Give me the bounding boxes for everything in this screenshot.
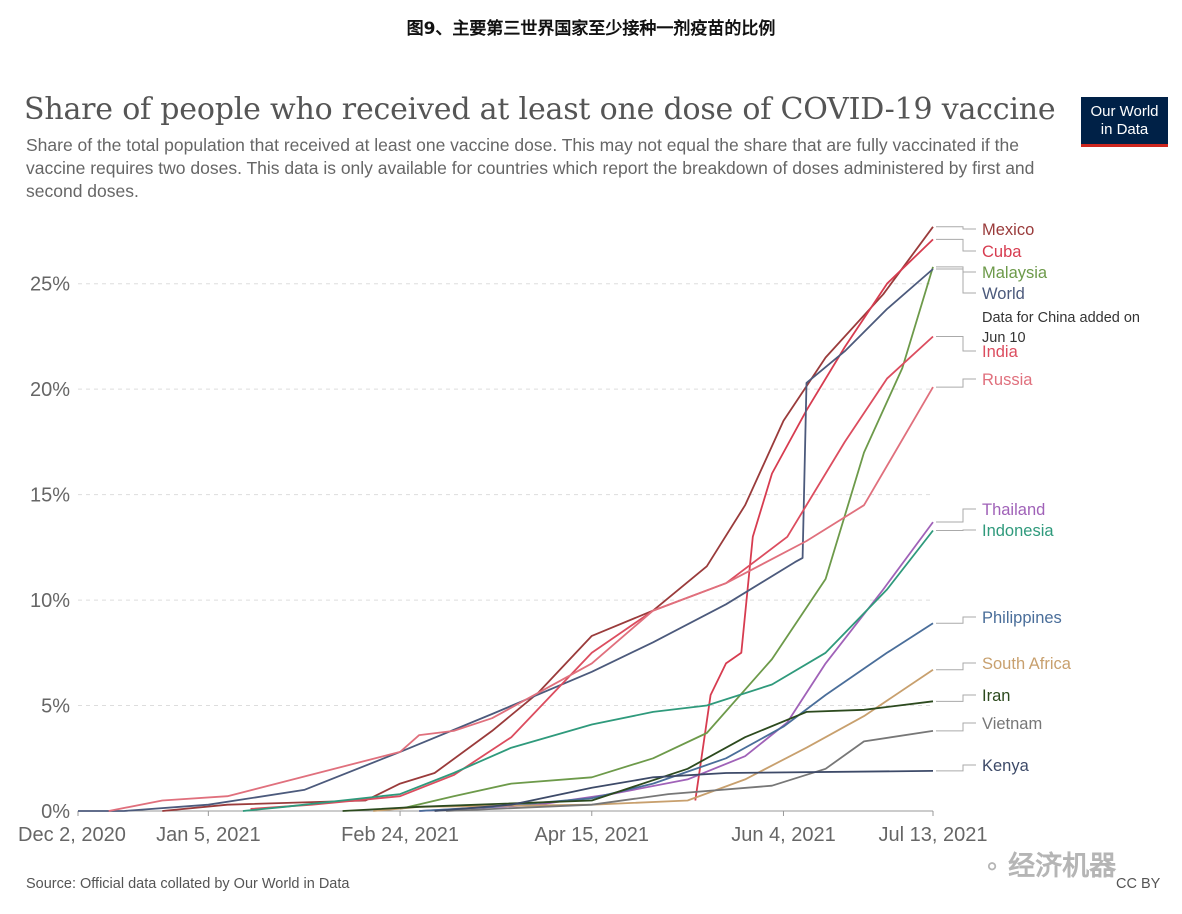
watermark-text: 经济机器	[1008, 851, 1117, 882]
series-label-vietnam: Vietnam	[982, 715, 1042, 733]
x-tick-label: Jul 13, 2021	[879, 824, 988, 846]
x-tick-label: Jun 4, 2021	[731, 824, 836, 846]
logo-line-2: in Data	[1100, 121, 1149, 138]
x-tick-label: Dec 2, 2020	[18, 824, 126, 846]
leader-line	[936, 764, 976, 772]
leader-line	[936, 378, 976, 388]
annotation-text: Jun 10	[982, 330, 1026, 346]
series-label-kenya: Kenya	[982, 757, 1030, 775]
x-tick-label: Jan 5, 2021	[156, 824, 261, 846]
series-line-russia	[108, 386, 934, 812]
series-line-mexico	[162, 226, 934, 812]
owid-logo[interactable]: Our World in Data	[1081, 97, 1168, 147]
series-label-mexico: Mexico	[982, 221, 1034, 239]
chart-title: Share of people who received at least on…	[24, 92, 1056, 127]
y-tick-label: 5%	[41, 696, 70, 718]
watermark: ⚬ 经济机器	[982, 844, 1116, 883]
series-label-malaysia: Malaysia	[982, 264, 1048, 282]
y-tick-label: 25%	[30, 274, 70, 296]
license-link[interactable]: CC BY	[1116, 876, 1161, 892]
series-line-india	[250, 335, 934, 810]
figure-caption: 图9、主要第三世界国家至少接种一剂疫苗的比例	[406, 19, 776, 39]
leader-line	[936, 268, 976, 294]
wechat-icon: ⚬	[982, 853, 1003, 881]
series-label-indonesia: Indonesia	[982, 522, 1054, 540]
series-label-south-africa: South Africa	[982, 655, 1072, 673]
leader-line	[936, 238, 976, 252]
x-tick-label: Apr 15, 2021	[535, 824, 650, 846]
leader-line	[936, 335, 976, 352]
leader-line	[936, 508, 976, 523]
series-line-malaysia	[399, 266, 934, 810]
y-tick-label: 10%	[30, 590, 70, 612]
series-label-world: World	[982, 285, 1025, 303]
leader-line	[936, 694, 976, 702]
annotation-text: Data for China added on	[982, 310, 1140, 326]
series-line-cuba	[694, 238, 934, 801]
series-line-iran	[342, 700, 934, 812]
series-label-russia: Russia	[982, 371, 1033, 389]
series-label-cuba: Cuba	[982, 243, 1022, 261]
series-line-world	[78, 268, 934, 812]
series-label-thailand: Thailand	[982, 501, 1045, 519]
series-line-philippines	[419, 622, 934, 812]
y-tick-label: 0%	[41, 801, 70, 823]
chart-subtitle: Share of the total population that recei…	[26, 135, 1035, 201]
logo-line-1: Our World	[1090, 103, 1159, 120]
series-line-south-africa	[373, 668, 934, 812]
series-line-vietnam	[446, 730, 934, 812]
leader-line	[936, 616, 976, 624]
series-label-iran: Iran	[982, 687, 1010, 705]
leader-line	[936, 226, 976, 230]
leader-line	[936, 722, 976, 732]
series-label-philippines: Philippines	[982, 609, 1062, 627]
series-line-indonesia	[242, 529, 934, 812]
x-tick-label: Feb 24, 2021	[341, 824, 459, 846]
series-line-kenya	[434, 770, 934, 812]
y-tick-label: 20%	[30, 379, 70, 401]
y-tick-label: 15%	[30, 485, 70, 507]
series-label-india: India	[982, 343, 1019, 361]
leader-line	[936, 662, 976, 671]
series-line-thailand	[419, 521, 934, 812]
source-note[interactable]: Source: Official data collated by Our Wo…	[26, 876, 350, 892]
